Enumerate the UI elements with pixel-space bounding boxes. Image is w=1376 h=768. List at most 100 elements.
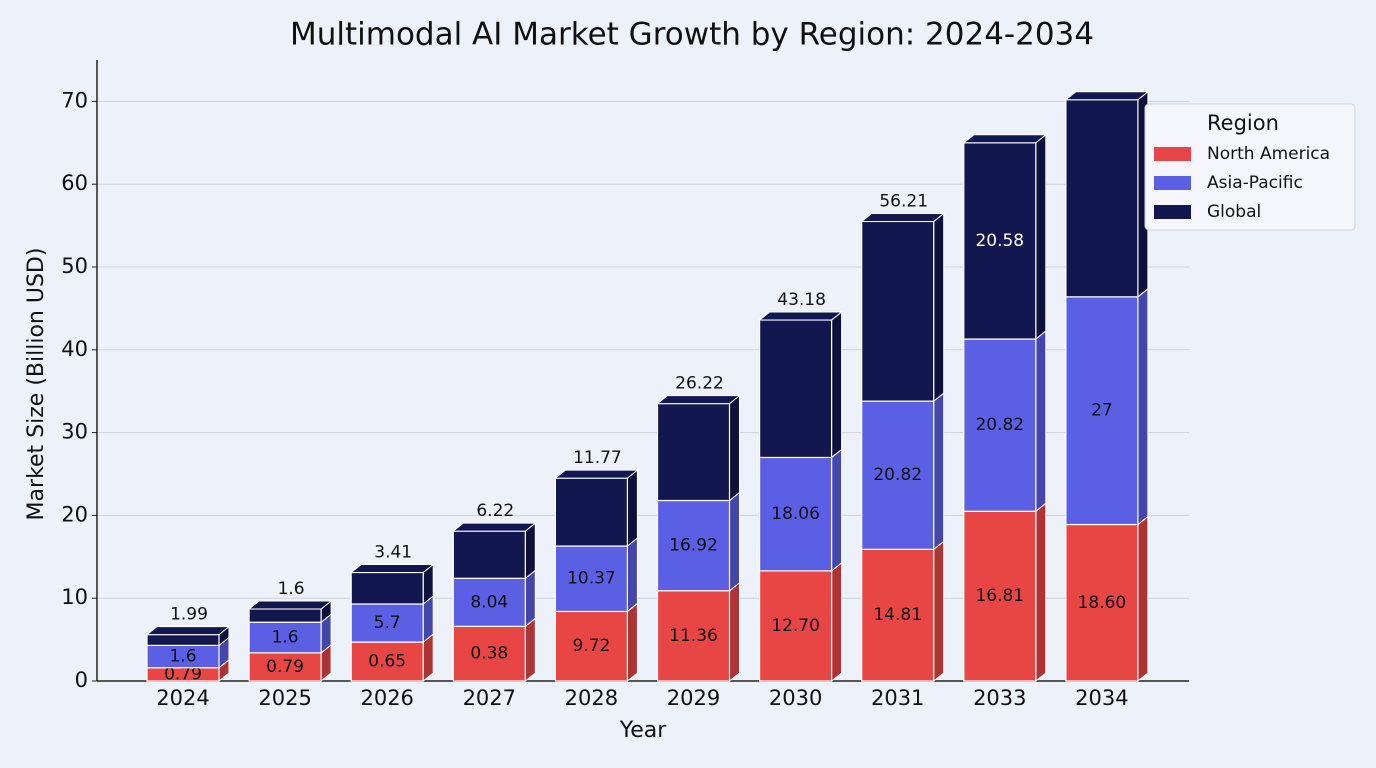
bar-top: [1064, 91, 1150, 101]
bar-top: [656, 395, 741, 405]
bar: [452, 577, 526, 627]
bar: [656, 499, 731, 592]
bar-side: [524, 522, 536, 580]
bar-side: [933, 392, 945, 551]
bar-label: 16.81: [975, 586, 1024, 606]
bar: [963, 142, 1037, 340]
bar-label: 12.70: [771, 616, 820, 636]
bar-side: [831, 561, 843, 683]
bar-label: 20.58: [975, 231, 1024, 251]
bar-label: 18.60: [1078, 593, 1127, 613]
bar-label: 0.79: [164, 664, 202, 684]
bar: [350, 603, 424, 643]
bar-label: 0.38: [470, 644, 508, 664]
bar: [554, 545, 629, 613]
y-tick-label: 0: [75, 668, 88, 692]
legend-label: Global: [1207, 202, 1261, 222]
legend-box: [1144, 103, 1356, 231]
bar-label: 5.7: [374, 613, 401, 633]
bar-top: [451, 522, 537, 532]
bar-label: 20.82: [975, 415, 1024, 435]
legend-swatch: [1154, 205, 1191, 219]
bar: [554, 477, 629, 547]
x-tick-label: 2030: [769, 686, 822, 710]
bar: [452, 625, 526, 682]
x-tick-label: 2027: [463, 686, 516, 710]
bar-side: [1137, 515, 1149, 683]
bar-side: [729, 581, 740, 683]
total-label: 3.41: [374, 543, 412, 563]
bar-side: [626, 469, 638, 548]
bar-label: 16.92: [669, 536, 718, 556]
y-tick-label: 70: [61, 88, 88, 112]
bar-side: [1035, 133, 1047, 341]
bar-side: [729, 394, 740, 502]
bar-side: [831, 448, 843, 572]
bar-label: 18.06: [771, 504, 820, 524]
bar: [963, 510, 1037, 682]
x-tick-label: 2025: [258, 686, 311, 710]
bar-label: 8.04: [470, 592, 508, 612]
x-axis-label: Year: [619, 718, 668, 743]
y-tick-label: 10: [61, 585, 88, 609]
x-tick-label: 2029: [667, 686, 720, 710]
total-label: 6.22: [476, 501, 514, 521]
bar-label: 14.81: [873, 605, 922, 625]
bar: [350, 571, 424, 605]
total-label: 1.6: [278, 579, 305, 599]
bar: [146, 634, 220, 646]
bar-side: [1035, 329, 1047, 513]
bar: [963, 338, 1037, 512]
y-axis-label: Market Size (Billion USD): [24, 248, 49, 521]
y-tick-label: 30: [61, 420, 88, 444]
bar-label: 9.72: [572, 636, 610, 656]
bar: [758, 456, 833, 572]
bar-label: 11.36: [669, 626, 718, 646]
bar: [861, 400, 935, 550]
bar-label: 0.79: [266, 657, 304, 677]
bar-side: [933, 212, 945, 403]
bar-top: [553, 469, 639, 479]
bar: [656, 403, 731, 502]
bar: [656, 590, 731, 682]
bar-top: [962, 134, 1048, 144]
y-tick-label: 20: [61, 502, 88, 526]
chart-title: Multimodal AI Market Growth by Region: 2…: [290, 17, 1094, 53]
bar: [248, 608, 322, 623]
bar: [1065, 523, 1139, 682]
y-tick-label: 60: [61, 171, 88, 195]
bar-label: 20.82: [873, 465, 922, 485]
bar-side: [626, 536, 638, 613]
bar-top: [758, 311, 844, 321]
x-tick-label: 2034: [1075, 686, 1128, 710]
bar: [350, 641, 424, 682]
bar-top: [349, 564, 435, 574]
x-tick-label: 2026: [360, 686, 413, 710]
bar-top: [860, 212, 946, 222]
bar: [1065, 296, 1139, 526]
bar-side: [524, 569, 536, 628]
bar-label: 1.6: [169, 647, 196, 667]
bar-side: [729, 491, 740, 592]
bar: [861, 548, 935, 682]
legend-label: North America: [1207, 144, 1330, 164]
total-label: 26.22: [675, 374, 724, 394]
y-tick-label: 40: [61, 337, 88, 361]
y-tick-label: 50: [61, 254, 88, 278]
bar-label: 10.37: [567, 569, 616, 589]
total-label: 1.99: [170, 605, 208, 625]
x-tick-label: 2031: [871, 686, 924, 710]
bar: [1065, 99, 1139, 298]
x-tick-label: 2024: [156, 686, 209, 710]
bar-side: [524, 617, 536, 683]
bar-top: [145, 626, 231, 636]
bar: [554, 610, 629, 682]
x-tick-label: 2033: [973, 686, 1026, 710]
bar-label: 0.65: [368, 652, 406, 672]
bar-top: [247, 600, 333, 610]
bar-label: 1.6: [272, 628, 299, 648]
bar-side: [831, 310, 843, 459]
bar: [452, 530, 526, 579]
bar: [861, 220, 935, 402]
